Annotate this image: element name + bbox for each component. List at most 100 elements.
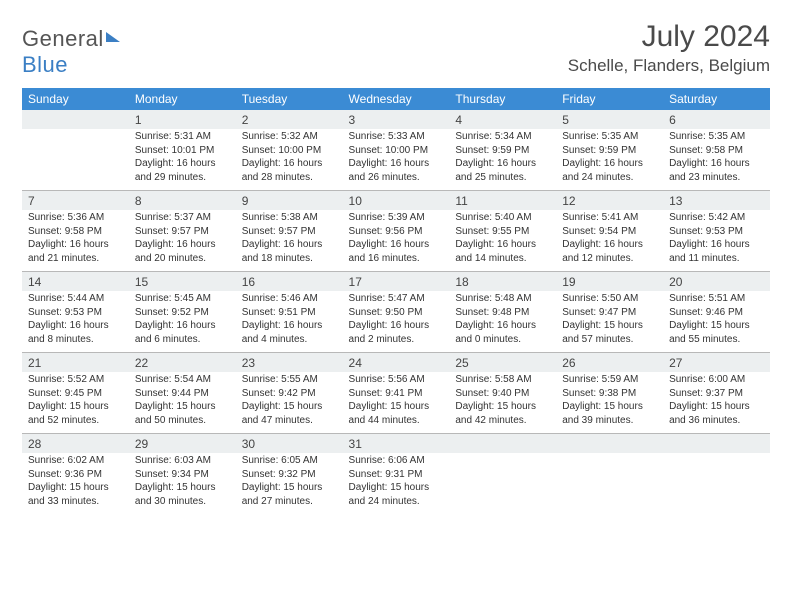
day-detail-line: Daylight: 15 hours [135,481,230,495]
day-detail-line: Sunset: 9:41 PM [349,387,444,401]
day-header: Wednesday [343,88,450,110]
day-content-row: Sunrise: 5:36 AMSunset: 9:58 PMDaylight:… [22,210,770,272]
day-number-cell: 14 [22,272,129,292]
logo: General Blue [22,20,120,78]
logo-mark-icon [106,32,120,42]
day-cell-content: Sunrise: 5:51 AMSunset: 9:46 PMDaylight:… [663,291,770,352]
day-detail-line: and 14 minutes. [455,252,550,266]
day-number-cell [22,110,129,129]
day-detail-line: Daylight: 16 hours [669,238,764,252]
day-detail-line: Sunrise: 5:42 AM [669,211,764,225]
day-detail-line: and 27 minutes. [242,495,337,509]
day-cell-content [22,132,129,188]
day-detail-line: Daylight: 15 hours [562,319,657,333]
header: General Blue July 2024 Schelle, Flanders… [22,20,770,78]
day-detail-line: Sunset: 9:32 PM [242,468,337,482]
day-cell-content: Sunrise: 5:32 AMSunset: 10:00 PMDaylight… [236,129,343,190]
calendar-table: SundayMondayTuesdayWednesdayThursdayFrid… [22,88,770,514]
day-detail-line: Sunset: 10:00 PM [242,144,337,158]
day-number-cell: 10 [343,191,450,211]
day-detail-line: Sunrise: 5:51 AM [669,292,764,306]
day-detail-line: Sunrise: 5:41 AM [562,211,657,225]
day-cell-content: Sunrise: 5:41 AMSunset: 9:54 PMDaylight:… [556,210,663,271]
day-cell-content: Sunrise: 5:42 AMSunset: 9:53 PMDaylight:… [663,210,770,271]
day-detail-line: Sunset: 9:40 PM [455,387,550,401]
day-detail-line: Daylight: 15 hours [349,481,444,495]
day-number-cell: 2 [236,110,343,129]
day-number-cell: 22 [129,353,236,373]
day-detail-line: and 18 minutes. [242,252,337,266]
day-cell-content: Sunrise: 6:00 AMSunset: 9:37 PMDaylight:… [663,372,770,433]
day-content-row: Sunrise: 5:31 AMSunset: 10:01 PM Daylight… [22,129,770,191]
day-detail-line: Daylight: 16 hours [28,319,123,333]
day-detail-line: and 25 minutes. [455,171,550,185]
day-number-cell: 27 [663,353,770,373]
day-number-row: 14151617181920 [22,272,770,292]
day-number-row: 28293031 [22,434,770,454]
day-detail-line: Sunrise: 5:32 AM [242,130,337,144]
day-detail-line: Sunset: 9:57 PM [242,225,337,239]
day-content-row: Sunrise: 5:44 AMSunset: 9:53 PMDaylight:… [22,291,770,353]
day-cell [663,453,770,514]
day-cell: Sunrise: 5:59 AMSunset: 9:38 PMDaylight:… [556,372,663,434]
day-number-cell: 30 [236,434,343,454]
day-detail-line: Sunrise: 6:06 AM [349,454,444,468]
day-detail-line: and 16 minutes. [349,252,444,266]
day-detail-line: Daylight: 16 hours [28,238,123,252]
day-detail-line: Sunset: 9:57 PM [135,225,230,239]
day-cell-content [449,456,556,512]
day-number-cell: 4 [449,110,556,129]
day-cell: Sunrise: 5:31 AMSunset: 10:01 PMDaylight… [129,129,236,191]
day-detail-line: Sunrise: 6:00 AM [669,373,764,387]
day-cell: Sunrise: 5:52 AMSunset: 9:45 PMDaylight:… [22,372,129,434]
logo-text-gray: General [22,26,104,51]
day-detail-line: Sunrise: 5:31 AM [135,130,230,144]
day-cell-content: Sunrise: 5:56 AMSunset: 9:41 PMDaylight:… [343,372,450,433]
day-cell: Sunrise: 6:03 AMSunset: 9:34 PMDaylight:… [129,453,236,514]
day-number-cell: 21 [22,353,129,373]
day-cell-content: Sunrise: 5:34 AMSunset: 9:59 PMDaylight:… [449,129,556,190]
day-detail-line: and 44 minutes. [349,414,444,428]
day-cell: Sunrise: 5:35 AMSunset: 9:59 PMDaylight:… [556,129,663,191]
day-content-row: Sunrise: 5:52 AMSunset: 9:45 PMDaylight:… [22,372,770,434]
day-detail-line: Sunrise: 6:03 AM [135,454,230,468]
day-cell [22,129,129,191]
day-detail-line: Sunrise: 5:54 AM [135,373,230,387]
day-header: Monday [129,88,236,110]
day-cell: Sunrise: 5:55 AMSunset: 9:42 PMDaylight:… [236,372,343,434]
day-detail-line: Daylight: 16 hours [349,157,444,171]
day-number-row: 123456 [22,110,770,129]
day-detail-line: Sunset: 9:37 PM [669,387,764,401]
day-cell: Sunrise: 5:47 AMSunset: 9:50 PMDaylight:… [343,291,450,353]
day-cell: Sunrise: 6:05 AMSunset: 9:32 PMDaylight:… [236,453,343,514]
day-header: Tuesday [236,88,343,110]
day-detail-line: Sunset: 9:58 PM [28,225,123,239]
day-detail-line: and 57 minutes. [562,333,657,347]
day-detail-line: and 33 minutes. [28,495,123,509]
day-cell: Sunrise: 5:36 AMSunset: 9:58 PMDaylight:… [22,210,129,272]
day-detail-line: Daylight: 16 hours [669,157,764,171]
day-cell: Sunrise: 5:51 AMSunset: 9:46 PMDaylight:… [663,291,770,353]
day-cell-content: Sunrise: 6:02 AMSunset: 9:36 PMDaylight:… [22,453,129,514]
day-detail-line: and 29 minutes. [135,171,230,185]
day-detail-line: Sunrise: 5:35 AM [669,130,764,144]
day-cell-content: Sunrise: 5:37 AMSunset: 9:57 PMDaylight:… [129,210,236,271]
day-detail-line: Sunrise: 5:48 AM [455,292,550,306]
day-detail-line: and 55 minutes. [669,333,764,347]
day-detail-line: Daylight: 16 hours [562,238,657,252]
day-number-cell: 16 [236,272,343,292]
day-cell-content: Sunrise: 6:05 AMSunset: 9:32 PMDaylight:… [236,453,343,514]
day-detail-line: and 24 minutes. [562,171,657,185]
day-cell-content: Sunrise: 5:46 AMSunset: 9:51 PMDaylight:… [236,291,343,352]
day-detail-line: Sunset: 10:01 PM [135,144,230,158]
day-detail-line: and 52 minutes. [28,414,123,428]
day-cell: Sunrise: 5:40 AMSunset: 9:55 PMDaylight:… [449,210,556,272]
day-number-cell [556,434,663,454]
day-cell: Sunrise: 5:41 AMSunset: 9:54 PMDaylight:… [556,210,663,272]
day-detail-line: Daylight: 15 hours [242,481,337,495]
day-detail-line: and 47 minutes. [242,414,337,428]
day-detail-line: and 30 minutes. [135,495,230,509]
day-detail-line: Daylight: 15 hours [669,319,764,333]
day-number-cell: 13 [663,191,770,211]
day-detail-line: Daylight: 15 hours [135,400,230,414]
